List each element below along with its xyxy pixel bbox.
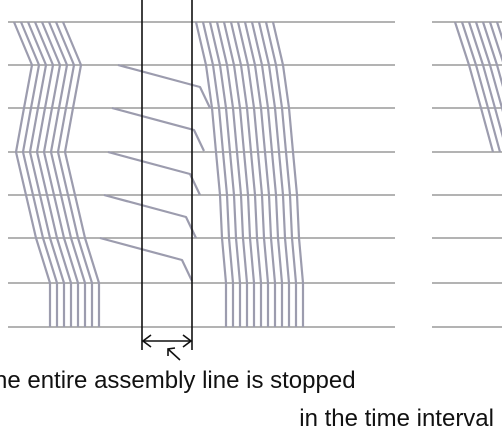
item-trace xyxy=(99,236,193,282)
item-trace xyxy=(26,21,66,327)
item-trace xyxy=(264,21,298,327)
interval-width-arrow xyxy=(141,334,193,348)
item-trace xyxy=(460,21,502,153)
item-trace xyxy=(271,21,305,327)
pointer-arrow xyxy=(167,347,181,361)
item-trace xyxy=(61,21,101,327)
item-trace xyxy=(54,21,94,327)
item-trace xyxy=(474,21,502,113)
stop-interval-markers xyxy=(141,0,193,361)
item-trace xyxy=(453,21,495,153)
item-traces xyxy=(12,21,502,327)
item-trace xyxy=(250,21,284,327)
item-trace xyxy=(467,21,502,138)
item-trace xyxy=(33,21,73,327)
item-trace xyxy=(47,21,87,327)
item-trace xyxy=(103,193,197,239)
station-lines xyxy=(8,21,502,328)
item-trace xyxy=(117,63,211,109)
item-trace xyxy=(111,106,205,152)
item-trace xyxy=(236,21,270,327)
item-trace xyxy=(194,21,228,327)
item-trace xyxy=(12,21,52,327)
caption-line-2: in the time interval xyxy=(299,405,494,432)
item-trace xyxy=(215,21,249,327)
item-trace xyxy=(201,21,235,327)
item-trace xyxy=(229,21,263,327)
item-trace xyxy=(488,21,502,63)
item-trace xyxy=(222,21,256,327)
item-trace xyxy=(208,21,242,327)
item-trace xyxy=(107,150,201,196)
item-trace xyxy=(243,21,277,327)
item-trace xyxy=(19,21,59,327)
item-trace xyxy=(481,21,502,88)
item-trace xyxy=(40,21,80,327)
caption-line-1: he entire assembly line is stopped xyxy=(0,367,356,394)
item-trace xyxy=(257,21,291,327)
